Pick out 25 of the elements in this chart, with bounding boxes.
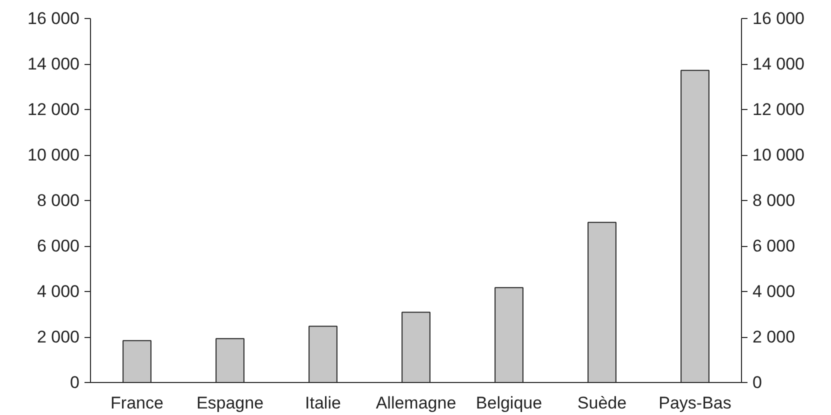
y-tick-label: 0 [70,373,80,392]
x-tick-label: Italie [305,394,341,412]
y-tick-label: 2 000 [36,328,80,346]
y2-tick-label: 0 [752,373,762,392]
x-tick-label: Belgique [476,394,542,412]
y-tick-label: 16 000 [28,9,80,28]
y2-tick-label: 6 000 [752,236,796,256]
y2-tick-label: 2 000 [752,328,796,346]
y2-tick-label: 16 000 [752,9,804,28]
x-tick-label: Suède [577,394,627,412]
y-tick-label: 10 000 [28,146,80,164]
x-tick-label: Allemagne [376,394,456,412]
y-tick-label: 12 000 [28,100,80,119]
y-tick-label: 6 000 [36,236,80,256]
y2-tick-label: 14 000 [752,54,804,74]
y-tick-label: 14 000 [28,54,80,74]
x-tick-label: France [110,394,164,412]
y2-tick-label: 8 000 [752,191,796,210]
y-tick-label: 4 000 [36,282,80,301]
x-tick-label: Pays-Bas [658,394,732,412]
y2-tick-label: 12 000 [752,100,804,119]
y2-tick-label: 4 000 [752,282,796,301]
y-tick-label: 8 000 [36,191,80,210]
y2-tick-label: 10 000 [752,146,804,164]
x-tick-label: Espagne [196,394,264,412]
